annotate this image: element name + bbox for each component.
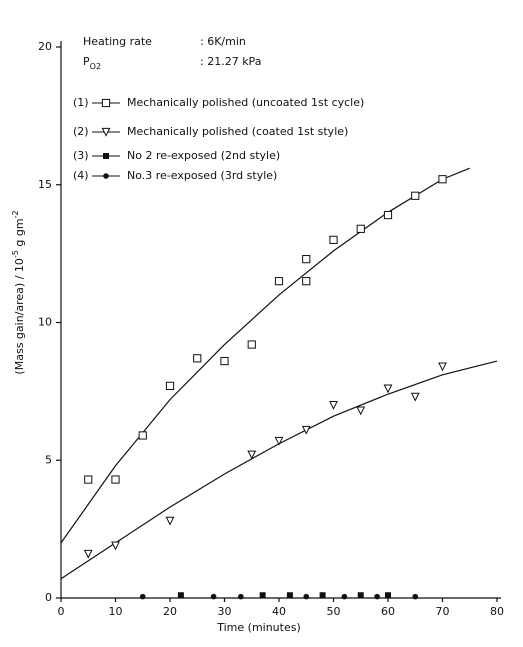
x-tick-label: 50 xyxy=(327,605,341,618)
annotation-symbol: Heating rate xyxy=(83,35,152,48)
annotation-subscript: O2 xyxy=(90,62,101,71)
annotation-value: : 21.27 kPa xyxy=(200,55,261,68)
marker xyxy=(138,431,147,440)
marker xyxy=(303,593,310,600)
marker xyxy=(286,592,293,599)
y-tick-label: 15 xyxy=(38,178,52,191)
marker xyxy=(410,392,420,402)
marker xyxy=(247,450,257,460)
x-tick-label: 70 xyxy=(436,605,450,618)
marker xyxy=(356,406,366,416)
x-tick-label: 0 xyxy=(58,605,65,618)
legend-index: (4) xyxy=(73,169,89,182)
marker xyxy=(302,277,311,286)
marker xyxy=(177,592,184,599)
annotation-label: Heating rate xyxy=(83,35,152,48)
x-tick-label: 30 xyxy=(218,605,232,618)
y-tick-label: 5 xyxy=(45,453,52,466)
fit-curve xyxy=(60,360,498,580)
y-axis-label-part: g gm xyxy=(13,218,26,250)
y-axis-label-part: -2 xyxy=(11,210,20,218)
marker xyxy=(438,362,447,372)
marker xyxy=(139,593,146,600)
legend-index: (1) xyxy=(73,96,89,109)
legend-index: (3) xyxy=(73,149,89,162)
annotation-label: PO2 xyxy=(83,55,101,71)
x-tick-label: 80 xyxy=(490,605,504,618)
marker xyxy=(259,592,266,599)
marker xyxy=(193,354,202,363)
marker xyxy=(220,356,229,366)
marker xyxy=(329,401,338,410)
marker xyxy=(111,541,120,551)
legend-label: Mechanically polished (uncoated 1st cycl… xyxy=(127,96,364,109)
annotation-symbol: P xyxy=(83,55,90,68)
x-tick-label: 20 xyxy=(163,605,177,618)
y-tick-label: 0 xyxy=(45,591,52,604)
annotation-value: : 6K/min xyxy=(200,35,246,48)
fit-curve xyxy=(60,167,470,544)
marker xyxy=(238,593,244,600)
legend-label: Mechanically polished (coated 1st style) xyxy=(127,125,348,138)
marker xyxy=(301,425,311,435)
marker xyxy=(302,255,311,264)
marker xyxy=(412,593,419,600)
x-tick-label: 10 xyxy=(109,605,123,618)
marker xyxy=(165,516,175,526)
y-tick-label: 10 xyxy=(38,316,52,329)
legend-marker xyxy=(101,127,111,137)
marker xyxy=(383,384,393,394)
x-tick-label: 40 xyxy=(272,605,286,618)
marker xyxy=(383,210,393,220)
x-tick-label: 60 xyxy=(381,605,395,618)
marker xyxy=(411,191,420,200)
marker xyxy=(83,549,93,559)
marker xyxy=(357,592,364,599)
marker xyxy=(329,235,338,244)
legend-index: (2) xyxy=(73,125,89,138)
marker xyxy=(274,436,284,446)
x-axis-label: Time (minutes) xyxy=(216,621,301,634)
marker xyxy=(356,224,365,233)
y-axis-label: (Mass gain/area) / 10-5 g gm-2 xyxy=(11,210,26,374)
marker xyxy=(111,475,120,484)
legend-marker xyxy=(103,153,109,159)
y-axis-label-part: (Mass gain/area) / 10 xyxy=(13,258,26,374)
marker xyxy=(438,175,447,184)
legend-label: No 2 re-exposed (2nd style) xyxy=(127,149,280,162)
marker xyxy=(319,592,326,599)
y-axis-label-part: -5 xyxy=(11,250,20,258)
legend-marker xyxy=(101,98,111,108)
marker xyxy=(247,340,256,349)
marker xyxy=(374,593,380,600)
marker xyxy=(274,277,284,286)
legend-label: No.3 re-exposed (3rd style) xyxy=(127,169,277,182)
marker xyxy=(341,593,348,600)
marker xyxy=(84,475,93,484)
marker xyxy=(385,592,391,599)
marker xyxy=(210,593,217,600)
y-tick-label: 20 xyxy=(38,40,52,53)
marker xyxy=(165,381,175,390)
legend-marker xyxy=(103,173,109,179)
